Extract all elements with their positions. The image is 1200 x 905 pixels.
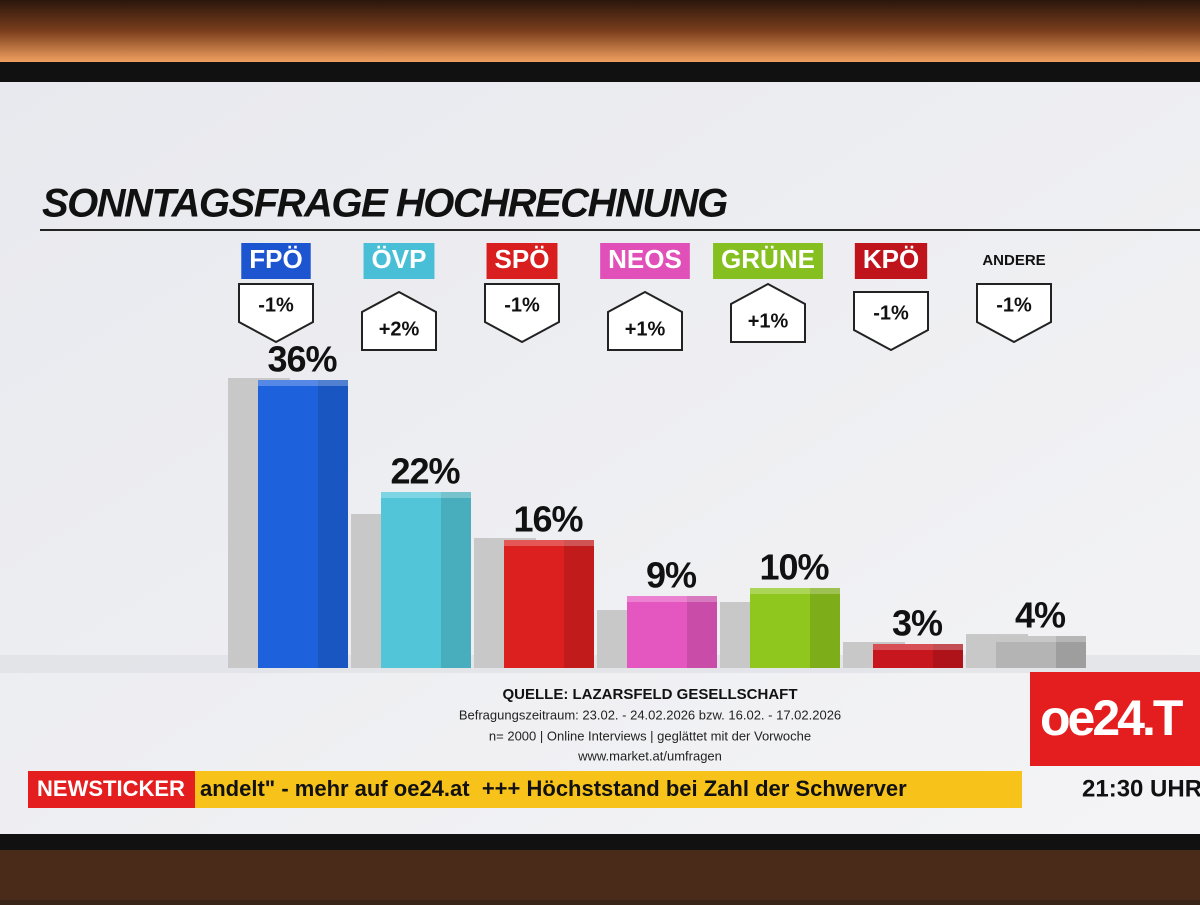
- table: [0, 850, 1200, 900]
- bar-side: [1056, 636, 1086, 668]
- change-badge: [361, 290, 437, 351]
- category-label: SPÖ: [495, 244, 550, 274]
- change-label: +1%: [748, 310, 789, 332]
- bars: 36% FPÖ -1% 22% ÖVP +2% 16% SPÖ -1% 9% NEOS +1% 10% G…: [228, 243, 1086, 668]
- category-label-box: [713, 243, 823, 279]
- change-label: -1%: [258, 294, 294, 316]
- category-label: GRÜNE: [721, 244, 815, 274]
- bar-top: [873, 644, 963, 650]
- bar: [750, 588, 840, 668]
- bar: [873, 644, 963, 668]
- change-badge: [238, 283, 314, 344]
- source-line: Befragungszeitraum: 23.02. - 24.02.2026 …: [459, 707, 841, 722]
- value-label: 36%: [267, 339, 337, 380]
- logo: oe24.T: [1040, 690, 1183, 746]
- value-label: 16%: [513, 499, 583, 540]
- bar-side: [933, 644, 963, 668]
- source-line: n= 2000 | Online Interviews | geglättet …: [489, 728, 811, 743]
- change-label: +2%: [379, 318, 420, 340]
- screen: [0, 82, 1200, 834]
- category-label: ÖVP: [372, 244, 427, 274]
- bar-side: [810, 588, 840, 668]
- bar-top: [258, 380, 348, 386]
- value-label: 4%: [1015, 595, 1066, 636]
- bar: [627, 596, 717, 668]
- change-badge: [853, 291, 929, 352]
- time: 21:30 UHR: [1082, 775, 1200, 802]
- change-label: -1%: [873, 302, 909, 324]
- change-badge: [730, 282, 806, 343]
- value-label: 9%: [646, 555, 697, 596]
- value-label: 22%: [390, 451, 460, 492]
- chart-title: SONNTAGSFRAGE HOCHRECHNUNG: [42, 182, 727, 226]
- ticker-label: NEWSTICKER: [37, 776, 185, 801]
- category-label-box: [241, 243, 311, 279]
- category-label: NEOS: [608, 244, 682, 274]
- change-label: +1%: [625, 318, 666, 340]
- category-label: FPÖ: [249, 244, 302, 274]
- bar: [996, 636, 1086, 668]
- change-label: -1%: [996, 294, 1032, 316]
- change-badge: [607, 290, 683, 351]
- bar-top: [627, 596, 717, 602]
- category-label-box: [363, 243, 435, 279]
- value-label: 10%: [759, 547, 829, 588]
- bar-side: [687, 596, 717, 668]
- bar-top: [381, 492, 471, 498]
- ticker-bar: [195, 771, 1022, 808]
- bar-side: [564, 540, 594, 668]
- source-line: www.market.at/umfragen: [577, 748, 722, 763]
- ticker-text: andelt" - mehr auf oe24.at +++ Höchststa…: [200, 776, 907, 801]
- category-label-box: [854, 243, 928, 279]
- change-badge: [976, 283, 1052, 344]
- bar: [258, 380, 348, 668]
- bar-side: [318, 380, 348, 668]
- category-label: KPÖ: [863, 244, 919, 274]
- change-label: -1%: [504, 294, 540, 316]
- logo-box: [1030, 672, 1200, 766]
- bar: [381, 492, 471, 668]
- bar-top: [504, 540, 594, 546]
- bar: [504, 540, 594, 668]
- ticker-label-box: [28, 771, 195, 808]
- wall: [0, 0, 1200, 62]
- category-label: ANDERE: [982, 252, 1045, 269]
- bar-side: [441, 492, 471, 668]
- category-label-box: [486, 243, 558, 279]
- bar-top: [996, 636, 1086, 642]
- source-title: QUELLE: LAZARSFELD GESELLSCHAFT: [503, 686, 798, 703]
- change-badge: [484, 283, 560, 344]
- value-label: 3%: [892, 603, 943, 644]
- category-label-box: [600, 243, 690, 279]
- bar-top: [750, 588, 840, 594]
